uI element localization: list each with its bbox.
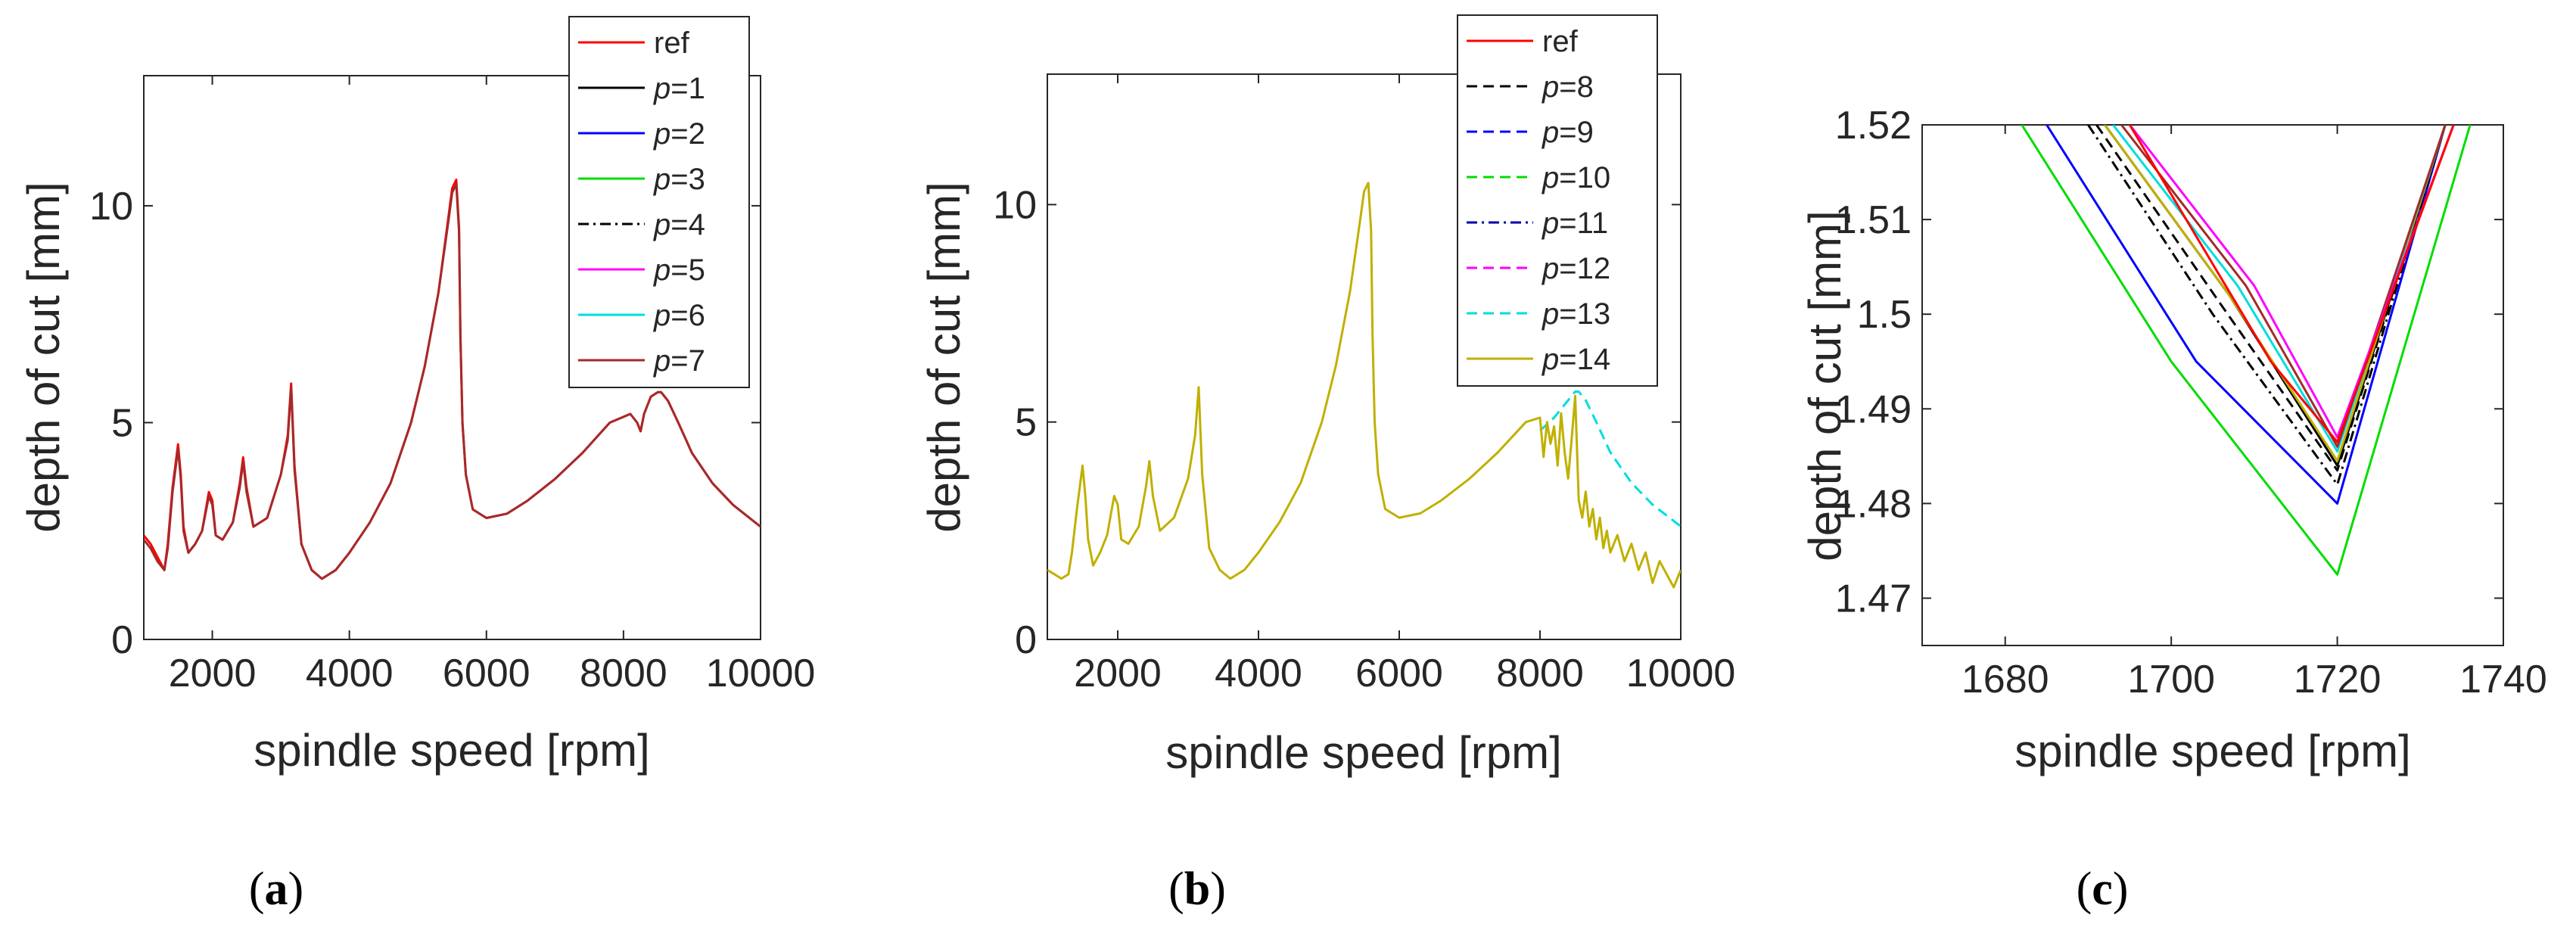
legend-label-value: =11 xyxy=(1559,207,1608,240)
x-tick-label: 1740 xyxy=(2459,658,2547,701)
y-tick-label: 1.47 xyxy=(1835,577,1912,621)
x-tick-label: 6000 xyxy=(443,652,530,695)
x-tick-label: 1680 xyxy=(1962,658,2049,701)
legend-label-prefix: p xyxy=(653,163,670,196)
legend-label: p=9 xyxy=(1542,116,1594,149)
legend-label: p=8 xyxy=(1542,70,1594,104)
caption-a-letter: a xyxy=(265,863,288,915)
legend-label-value: =5 xyxy=(670,254,705,287)
legend-label: p=10 xyxy=(1542,161,1610,194)
y-axis-label-a: depth of cut [mm] xyxy=(18,182,69,533)
legend-label: p=4 xyxy=(653,208,705,241)
legend-label: p=2 xyxy=(653,117,705,151)
caption-b-letter: b xyxy=(1184,863,1210,915)
legend-label-value: =4 xyxy=(670,208,705,241)
plot-area-c xyxy=(1921,124,2504,646)
legend-label-value: =13 xyxy=(1559,297,1610,331)
y-axis-label-b: depth of cut [mm] xyxy=(919,182,969,533)
x-tick-label: 4000 xyxy=(306,652,394,695)
y-tick-label: 1.49 xyxy=(1835,387,1912,431)
legend-label-prefix: p xyxy=(653,299,670,332)
legend-label-prefix: p xyxy=(653,72,670,105)
legend-label-value: =3 xyxy=(670,163,705,196)
panel-b: 2000 4000 6000 8000 10000 0 5 10 spindle speed … xyxy=(919,14,1736,915)
legend-label: p=13 xyxy=(1542,297,1610,331)
x-tick-label: 10000 xyxy=(1626,652,1736,695)
y-tick-label: 1.48 xyxy=(1835,482,1912,526)
x-tick-label: 8000 xyxy=(1496,652,1584,695)
y-axis-label-c: depth of cut [mm] xyxy=(1800,210,1850,561)
legend-label-value: =12 xyxy=(1559,252,1610,285)
legend-label-value: =6 xyxy=(670,299,705,332)
y-tick-label: 0 xyxy=(1015,618,1037,662)
legend-label-prefix: p xyxy=(1542,116,1559,149)
x-axis-label-c: spindle speed [rpm] xyxy=(2014,726,2411,776)
caption-c: (c) xyxy=(2077,863,2129,915)
legend-label: p=3 xyxy=(653,163,705,196)
legend-label-prefix: p xyxy=(1542,70,1559,104)
x-tick-label: 1720 xyxy=(2294,658,2382,701)
series-line-p7 xyxy=(144,182,761,580)
legend-label-prefix: p xyxy=(1542,252,1559,285)
y-tick-label: 10 xyxy=(89,185,133,229)
legend-label-value: =14 xyxy=(1559,343,1610,376)
legend-label-value: =1 xyxy=(670,72,705,105)
legend-box xyxy=(568,16,750,388)
y-tick-label: 10 xyxy=(993,183,1037,227)
legend-label-value: =10 xyxy=(1559,161,1610,194)
legend-label-prefix: p xyxy=(653,208,670,241)
series-line-ref xyxy=(2129,125,2455,443)
caption-c-letter: c xyxy=(2092,863,2113,915)
legend-label-value: =2 xyxy=(670,117,705,151)
panel-c: 1680 1700 1720 17401.471.481.491.51.511.52 … xyxy=(1800,104,2547,915)
legend-label: p=12 xyxy=(1542,252,1610,285)
legend-label: p=1 xyxy=(653,72,705,105)
legend-label: p=6 xyxy=(653,299,705,332)
x-tick-label: 1700 xyxy=(2127,658,2215,701)
x-tick-label: 2000 xyxy=(1074,652,1162,695)
x-axis-label-b: spindle speed [rpm] xyxy=(1165,727,1562,778)
series-line-p14 xyxy=(1047,182,1681,589)
series-line-p2 xyxy=(2046,125,2447,505)
series-line-p13 xyxy=(1538,390,1681,527)
x-axis-label-a: spindle speed [rpm] xyxy=(254,725,650,776)
legend-label-value: =9 xyxy=(1559,116,1594,149)
x-tick-label: 8000 xyxy=(580,652,667,695)
y-tick-label: 0 xyxy=(111,618,133,662)
panel-a: 2000 4000 6000 8000 10000 0 5 10 spindle speed … xyxy=(18,16,816,915)
y-tick-label: 5 xyxy=(1015,401,1037,445)
legend-label-prefix: p xyxy=(1542,161,1559,194)
x-tick-label: 2000 xyxy=(169,652,257,695)
legend-label-prefix: p xyxy=(653,254,670,287)
legend-label: p=7 xyxy=(653,344,705,378)
caption-b: (b) xyxy=(1168,863,1226,915)
legend-label: ref xyxy=(654,26,690,60)
x-tick-label: 4000 xyxy=(1215,652,1302,695)
caption-a: (a) xyxy=(249,863,303,915)
legend-label: ref xyxy=(1542,25,1579,58)
legend-label-prefix: p xyxy=(653,117,670,151)
legend-label-value: =7 xyxy=(670,344,705,378)
legend-label-prefix: p xyxy=(1542,297,1559,331)
series-line-p7 xyxy=(2120,125,2447,448)
legend-box xyxy=(1457,14,1658,387)
y-tick-label: 5 xyxy=(111,401,133,445)
legend-label-prefix: p xyxy=(1542,343,1559,376)
legend-label-value: =8 xyxy=(1559,70,1594,104)
series-line-p4 xyxy=(2087,125,2447,486)
y-tick-label: 1.51 xyxy=(1835,198,1912,242)
y-tick-label: 1.5 xyxy=(1857,293,1912,337)
legend-label: p=14 xyxy=(1542,343,1610,376)
legend-label-prefix: p xyxy=(1542,207,1559,240)
legend-label: p=11 xyxy=(1542,207,1608,240)
x-tick-label: 10000 xyxy=(706,652,816,695)
y-tick-label: 1.52 xyxy=(1835,104,1912,148)
legend-label: p=5 xyxy=(653,254,705,287)
series-line-p3 xyxy=(2021,125,2472,576)
x-tick-label: 6000 xyxy=(1355,652,1443,695)
legend-label-prefix: p xyxy=(653,344,670,378)
